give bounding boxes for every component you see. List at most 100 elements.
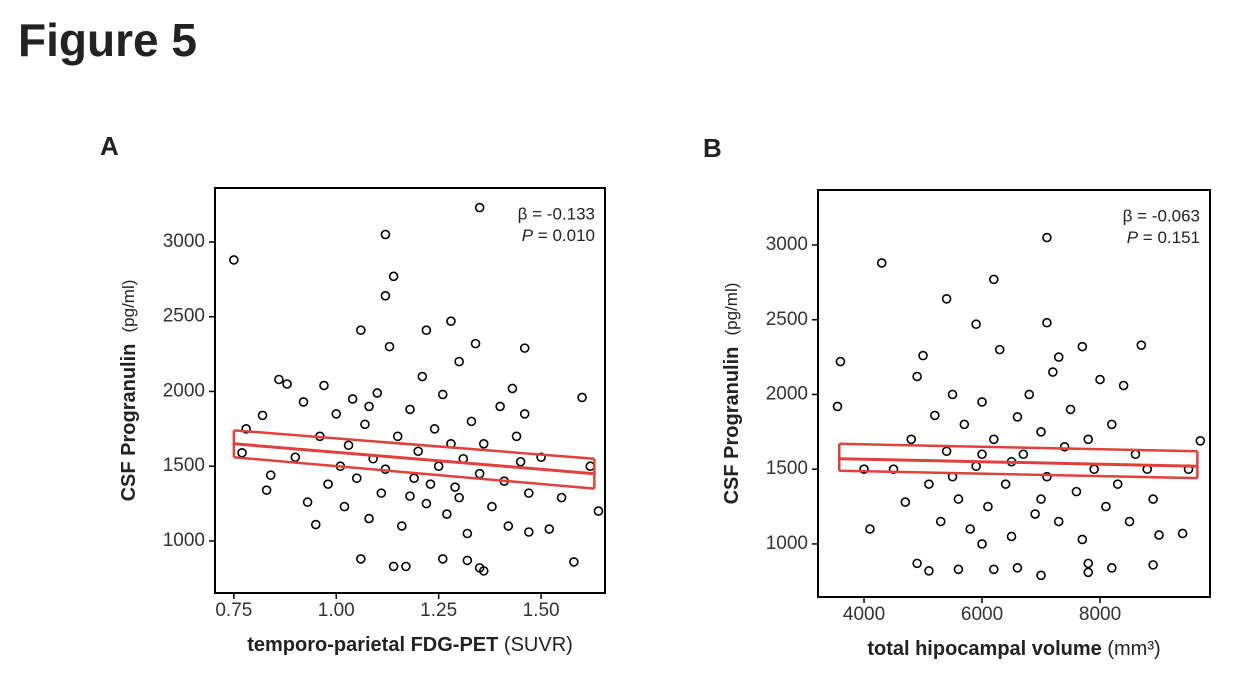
data-point — [437, 389, 448, 400]
data-point — [971, 319, 981, 330]
data-point — [1036, 570, 1046, 581]
data-point — [474, 468, 485, 479]
data-point — [1000, 479, 1011, 489]
data-point — [1042, 317, 1052, 328]
panel-label: A — [100, 131, 119, 161]
data-point — [585, 461, 596, 472]
data-point — [1053, 352, 1064, 362]
data-point — [433, 461, 444, 472]
data-point — [356, 554, 366, 564]
data-point — [865, 524, 875, 534]
data-point — [1083, 567, 1094, 578]
data-point — [1065, 404, 1076, 415]
data-point — [924, 479, 934, 489]
data-point — [519, 409, 530, 419]
data-point — [274, 374, 284, 385]
data-point — [524, 488, 534, 498]
data-point — [417, 371, 428, 382]
x-tick-label: 0.75 — [215, 600, 252, 621]
data-point — [364, 401, 374, 412]
y-tick-label: 1500 — [163, 455, 205, 476]
data-point — [507, 383, 518, 394]
data-point — [302, 497, 313, 507]
data-point — [401, 561, 411, 572]
ci-line — [233, 456, 595, 490]
data-point — [941, 446, 952, 457]
data-point — [924, 566, 934, 576]
data-point — [413, 446, 423, 457]
data-point — [832, 401, 843, 412]
data-point — [474, 563, 485, 573]
data-point — [524, 527, 534, 537]
data-point — [397, 521, 407, 531]
data-point — [1030, 509, 1040, 519]
data-point — [1053, 516, 1064, 527]
data-point — [487, 501, 497, 512]
ci-line — [839, 469, 1198, 480]
plot-frame — [214, 187, 606, 594]
data-point — [515, 456, 526, 467]
data-point — [1042, 471, 1052, 482]
data-point — [977, 397, 987, 407]
data-point — [593, 506, 604, 516]
data-point — [1042, 232, 1052, 243]
data-point — [376, 488, 387, 498]
data-point — [351, 473, 362, 483]
x-tick-label: 4000 — [843, 604, 885, 625]
fit-line — [233, 442, 595, 476]
data-point — [261, 485, 272, 495]
data-point — [1095, 374, 1105, 385]
data-point — [835, 356, 846, 367]
y-tick-label: 1000 — [163, 530, 205, 551]
data-point — [265, 470, 276, 480]
data-point — [331, 409, 342, 419]
data-point — [421, 498, 432, 509]
data-point — [888, 464, 899, 475]
data-point — [1130, 449, 1141, 460]
x-label-name: total hipocampal volume — [867, 638, 1101, 660]
p-value: = 0.151 — [1143, 228, 1200, 247]
data-point — [495, 401, 505, 412]
data-point — [912, 558, 922, 569]
p-value: = 0.010 — [538, 226, 595, 245]
data-point — [446, 316, 456, 327]
data-point — [1012, 563, 1023, 573]
data-point — [1083, 558, 1094, 569]
x-tick-label: 8000 — [1079, 604, 1121, 625]
data-point — [356, 325, 366, 335]
ci-line — [233, 429, 595, 460]
y-label-name: CSF Progranulin — [721, 347, 743, 505]
data-point — [478, 438, 489, 449]
data-point — [347, 394, 358, 404]
data-point — [941, 294, 952, 304]
panel-label: B — [703, 133, 722, 163]
data-point — [569, 557, 579, 567]
data-point — [1012, 412, 1023, 422]
data-point — [425, 479, 436, 489]
data-point — [1077, 534, 1088, 545]
x-label-unit: (mm³) — [1107, 638, 1160, 660]
data-point — [319, 380, 329, 391]
plot-frame — [817, 189, 1211, 598]
data-point — [900, 497, 911, 507]
data-point — [298, 397, 309, 407]
data-point — [1018, 449, 1029, 460]
data-point — [947, 389, 958, 400]
data-point — [1107, 419, 1117, 430]
data-point — [989, 564, 999, 575]
data-point — [310, 519, 321, 530]
y-tick-label: 1500 — [766, 458, 808, 479]
data-point — [971, 461, 981, 472]
beta-annotation: β = -0.133 — [518, 204, 595, 223]
data-point — [454, 356, 464, 367]
x-tick-label: 6000 — [961, 604, 1003, 625]
data-point — [237, 447, 247, 458]
x-label-name: temporo-parietal FDG-PET — [247, 634, 498, 656]
data-point — [577, 392, 587, 403]
data-point — [364, 513, 374, 524]
data-point — [1148, 494, 1158, 504]
data-point — [1024, 389, 1035, 400]
data-point — [1036, 494, 1046, 504]
data-point — [1154, 530, 1164, 540]
data-point — [1059, 441, 1070, 452]
